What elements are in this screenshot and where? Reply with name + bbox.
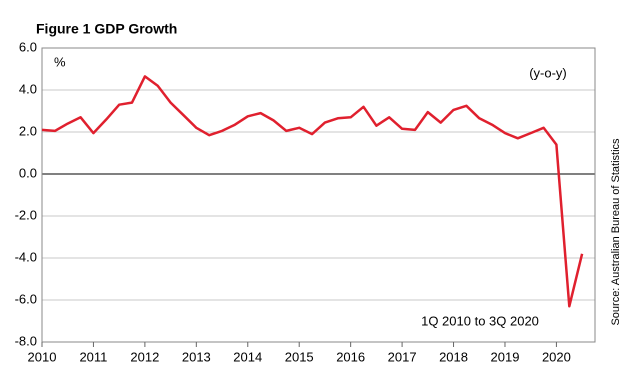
x-tick-label: 2012 — [130, 349, 159, 364]
y-tick-label: 6.0 — [19, 39, 37, 54]
y-tick-label: -4.0 — [15, 249, 37, 264]
x-tick-label: 2015 — [285, 349, 314, 364]
y-tick-label: -6.0 — [15, 291, 37, 306]
x-tick-label: 2014 — [233, 349, 262, 364]
y-tick-label: -8.0 — [15, 333, 37, 348]
y-unit: % — [54, 54, 66, 69]
annotation: 1Q 2010 to 3Q 2020 — [421, 313, 539, 328]
y-tick-label: 4.0 — [19, 81, 37, 96]
annotation: (y-o-y) — [529, 65, 567, 80]
x-tick-label: 2019 — [491, 349, 520, 364]
y-tick-label: 2.0 — [19, 123, 37, 138]
x-tick-label: 2011 — [79, 349, 107, 364]
x-tick-label: 2020 — [542, 349, 571, 364]
x-tick-label: 2013 — [182, 349, 211, 364]
chart-title: Figure 1 GDP Growth — [36, 21, 177, 37]
y-tick-label: -2.0 — [15, 207, 37, 222]
y-tick-label: 0.0 — [19, 165, 37, 180]
plot-border — [41, 47, 596, 343]
data-line — [41, 75, 584, 308]
x-tick-label: 2010 — [28, 349, 57, 364]
x-tick-label: 2016 — [336, 349, 365, 364]
x-tick-label: 2018 — [439, 349, 468, 364]
source-note: Source: Australian Bureau of Statistics — [610, 138, 622, 326]
x-tick-label: 2017 — [388, 349, 417, 364]
